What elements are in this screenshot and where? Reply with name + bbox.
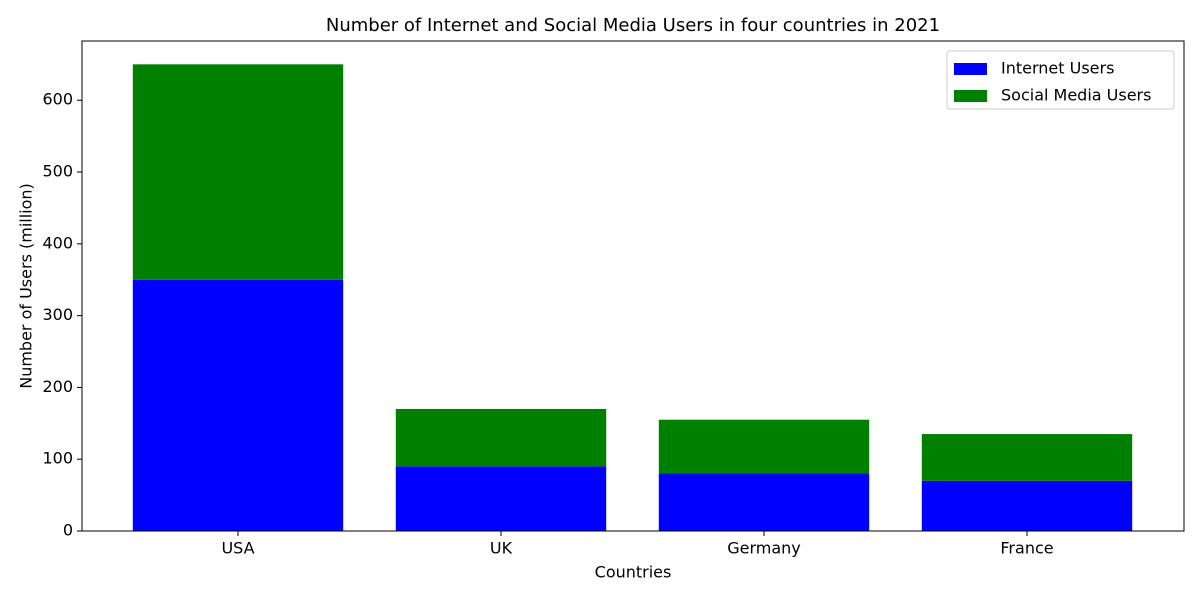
x-tick-label: Germany <box>727 539 801 558</box>
y-tick-label: 200 <box>42 377 73 396</box>
bar-segment <box>921 434 1133 481</box>
y-tick-label: 400 <box>42 233 73 252</box>
y-tick-label: 0 <box>63 521 73 540</box>
bar-segment <box>921 480 1133 531</box>
bar-segment <box>132 64 344 280</box>
legend-swatch <box>954 90 987 102</box>
x-tick-label: France <box>1000 539 1053 558</box>
y-axis-label: Number of Users (million) <box>17 183 36 389</box>
legend-swatch <box>954 63 987 75</box>
bar-segment <box>658 473 870 531</box>
bar-segment <box>395 408 607 467</box>
x-tick-label: UK <box>490 539 513 558</box>
y-tick-label: 600 <box>42 90 73 109</box>
legend-box <box>946 50 1175 110</box>
y-tick-label: 100 <box>42 449 73 468</box>
y-tick-label: 300 <box>42 305 73 324</box>
chart-title: Number of Internet and Social Media User… <box>326 15 940 36</box>
y-tick-label: 500 <box>42 162 73 181</box>
legend-label: Social Media Users <box>1001 86 1151 105</box>
legend-label: Internet Users <box>1001 59 1114 78</box>
bar-segment <box>395 466 607 531</box>
x-tick-label: USA <box>221 539 254 558</box>
x-axis-label: Countries <box>595 563 672 582</box>
bar-segment <box>658 419 870 474</box>
bar-segment <box>132 279 344 531</box>
plot-frame <box>81 40 1185 532</box>
